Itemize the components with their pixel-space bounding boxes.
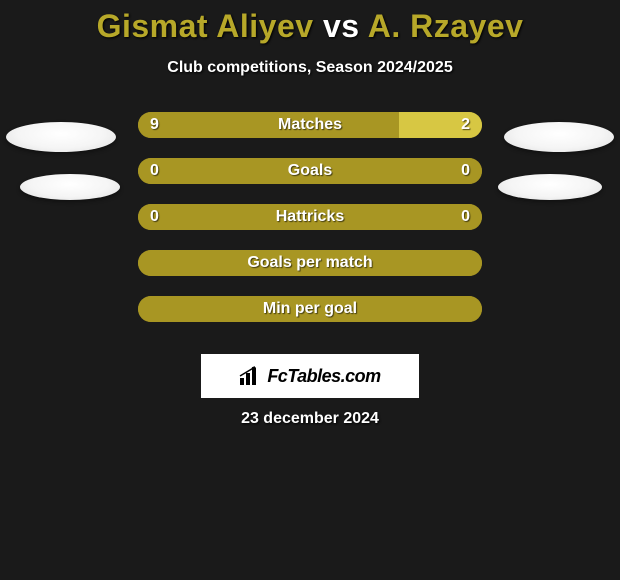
stat-value-left: 0 — [150, 158, 159, 184]
player2-name: A. Rzayev — [368, 8, 524, 44]
player1-name: Gismat Aliyev — [97, 8, 314, 44]
stat-fill-left — [138, 296, 482, 322]
stat-rows: 92Matches00Goals00HattricksGoals per mat… — [138, 112, 482, 342]
comparison-title: Gismat Aliyev vs A. Rzayev — [0, 0, 620, 45]
player1-photo-placeholder — [6, 122, 116, 152]
stat-value-right: 2 — [461, 112, 470, 138]
logo-bars-icon — [239, 366, 261, 386]
stat-fill-left — [138, 250, 482, 276]
player2-photo-placeholder — [504, 122, 614, 152]
stat-fill-left — [138, 204, 482, 230]
logo-text: FcTables.com — [267, 366, 380, 387]
stat-row: Min per goal — [138, 296, 482, 322]
stat-value-left: 0 — [150, 204, 159, 230]
stat-value-right: 0 — [461, 158, 470, 184]
stat-row: 00Hattricks — [138, 204, 482, 230]
date-text: 23 december 2024 — [0, 410, 620, 428]
vs-text: vs — [323, 8, 360, 44]
stat-row: 92Matches — [138, 112, 482, 138]
stat-row: Goals per match — [138, 250, 482, 276]
subtitle: Club competitions, Season 2024/2025 — [0, 59, 620, 77]
stat-row: 00Goals — [138, 158, 482, 184]
stat-value-right: 0 — [461, 204, 470, 230]
stat-value-left: 9 — [150, 112, 159, 138]
stat-fill-left — [138, 112, 399, 138]
player2-logo-placeholder — [498, 174, 602, 200]
stat-fill-left — [138, 158, 482, 184]
player1-logo-placeholder — [20, 174, 120, 200]
fctables-logo: FcTables.com — [201, 354, 419, 398]
